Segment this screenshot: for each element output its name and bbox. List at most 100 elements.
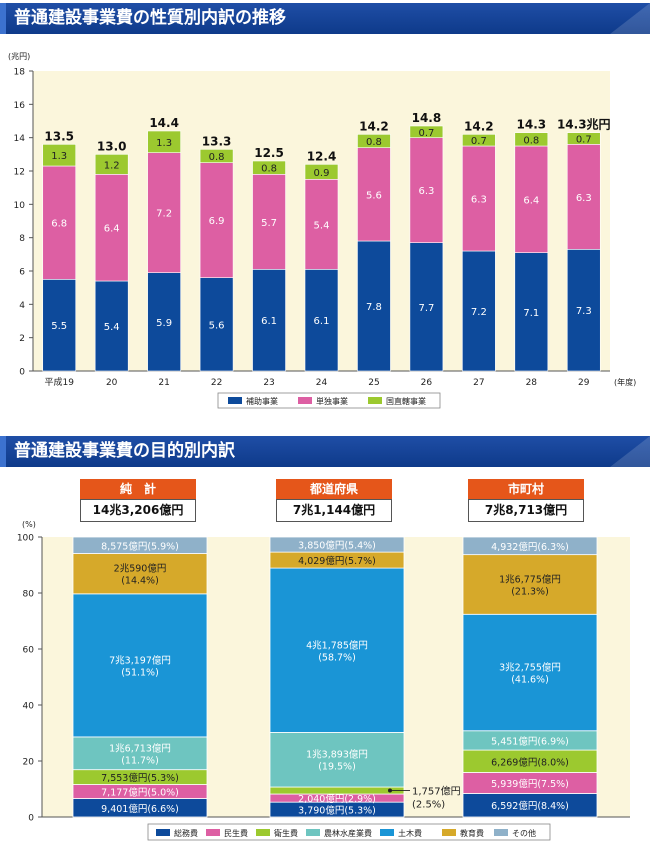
chart-property-breakdown: (兆円)024681012141618平成195.56.81.313.5205.…: [8, 51, 636, 409]
data-label: 6.9: [209, 216, 225, 227]
data-label: (21.3%): [511, 586, 549, 597]
data-label: 9,401億円(6.6%): [101, 803, 179, 815]
data-label: 2兆590億円: [114, 563, 167, 575]
legend-label: 補助事業: [246, 396, 278, 406]
data-label: 1.3: [156, 138, 172, 149]
data-label: 5.9: [156, 318, 172, 329]
bar-segment: [199, 277, 234, 372]
data-label: 8,575億円(5.9%): [101, 540, 179, 552]
bar-segment: [269, 732, 405, 788]
legend-label: 国直轄事業: [386, 396, 426, 406]
y-tick-label: 2: [19, 334, 25, 344]
legend-label: 民生費: [224, 828, 248, 838]
data-label: 6.4: [104, 224, 120, 235]
data-label: 3兆2,755億円: [499, 662, 561, 674]
data-label: 0.9: [314, 168, 330, 179]
y-tick-label: 20: [23, 758, 35, 768]
x-tick-label: 20: [106, 378, 118, 388]
data-label: 0.7: [418, 128, 434, 139]
bar-segment: [566, 132, 601, 145]
data-label: 7.1: [523, 308, 539, 319]
bar-segment: [199, 162, 234, 278]
legend-label: 単独事業: [316, 396, 348, 406]
bar-segment: [462, 250, 496, 372]
data-label: 2,040億円(2.9%): [298, 793, 376, 805]
bar-segment: [42, 165, 77, 280]
data-label: 5.6: [209, 320, 225, 331]
bar-segment: [462, 134, 496, 147]
bar-segment: [42, 279, 77, 372]
bar-segment: [72, 536, 208, 554]
data-label: 5,939億円(7.5%): [491, 778, 569, 790]
data-label: 5.7: [261, 218, 277, 229]
bar-segment: [357, 240, 391, 372]
category-header-0: 純 計 14兆3,206億円: [80, 479, 196, 522]
bar-segment: [304, 164, 339, 180]
bar-segment: [42, 144, 77, 167]
data-label: 1兆6,713億円: [109, 742, 171, 754]
data-label: 7,177億円(5.0%): [101, 787, 179, 799]
category-label: 市町村: [468, 479, 584, 499]
data-label: 6,269億円(8.0%): [491, 756, 569, 768]
callout-label: (2.5%): [412, 800, 445, 811]
y-axis-unit: (兆円): [8, 51, 30, 61]
legend-swatch: [380, 829, 394, 836]
total-label: 13.5: [44, 129, 74, 143]
data-label: 3,850億円(5.4%): [298, 540, 376, 552]
bar-segment: [72, 593, 208, 738]
legend-label: 教育費: [460, 828, 484, 838]
bar-segment: [566, 249, 601, 372]
legend-box: [217, 392, 441, 409]
y-tick-label: 10: [14, 201, 26, 211]
data-label: 5.4: [104, 322, 120, 333]
bar-segment: [252, 160, 286, 175]
total-label: 14.2: [359, 119, 389, 133]
data-label: 0.7: [471, 136, 487, 147]
x-tick-label: 平成19: [45, 376, 75, 388]
y-tick-label: 0: [28, 814, 34, 824]
legend-label: 総務費: [174, 828, 198, 838]
y-tick-label: 16: [14, 101, 26, 111]
data-label: 6.3: [471, 195, 487, 206]
total-label: 12.5: [254, 146, 284, 160]
y-axis-unit: (%): [22, 520, 36, 529]
legend-swatch: [228, 397, 242, 404]
data-label: 6.3: [418, 186, 434, 197]
data-label: 0.8: [523, 135, 539, 146]
x-tick-label: 21: [158, 378, 169, 388]
y-tick-label: 60: [23, 646, 35, 656]
data-label: 1.3: [51, 151, 67, 162]
data-label: 6,592億円(8.4%): [491, 800, 569, 812]
category-header-1: 都道府県 7兆1,144億円: [276, 479, 392, 522]
bar-segment: [269, 786, 405, 795]
legend-swatch: [206, 829, 220, 836]
y-tick-label: 4: [19, 301, 25, 311]
bar-segment: [514, 132, 549, 147]
bar-segment: [147, 152, 181, 273]
legend-label: 農林水産業費: [324, 828, 372, 838]
bar-segment: [409, 125, 444, 138]
bar-segment: [409, 137, 444, 243]
x-tick-label: 22: [211, 378, 222, 388]
bar-segment: [514, 145, 549, 253]
data-label: 1.2: [104, 160, 120, 171]
total-label: 12.4: [307, 149, 337, 163]
y-tick-label: 40: [23, 702, 35, 712]
data-label: 4,932億円(6.3%): [491, 541, 569, 553]
bar-segment: [269, 536, 405, 553]
total-label: 14.3兆円: [557, 117, 611, 132]
data-label: 7.2: [156, 209, 172, 220]
category-total: 7兆8,713億円: [468, 499, 584, 522]
bar-segment: [304, 179, 339, 270]
legend-swatch: [256, 829, 270, 836]
bar-segment: [566, 144, 601, 250]
legend-swatch: [442, 829, 456, 836]
legend-swatch: [156, 829, 170, 836]
data-label: 5.5: [51, 321, 67, 332]
legend-swatch: [368, 397, 382, 404]
data-label: 7,553億円(5.3%): [101, 772, 179, 784]
category-total: 14兆3,206億円: [80, 499, 196, 522]
section-title-property-breakdown: 普通建設事業費の性質別内訳の推移: [0, 3, 650, 34]
x-tick-label: 27: [473, 378, 484, 388]
data-label: 7.2: [471, 307, 487, 318]
